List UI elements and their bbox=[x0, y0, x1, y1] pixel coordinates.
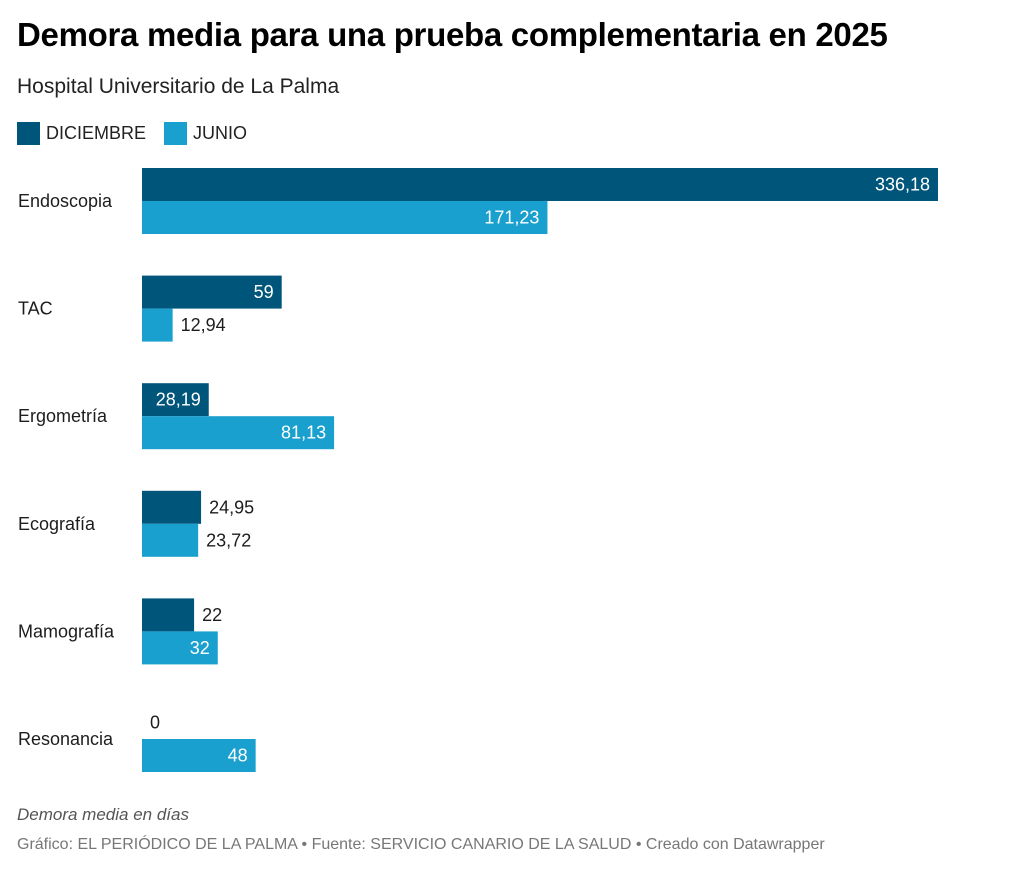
bar-junio bbox=[142, 523, 199, 557]
bar-diciembre bbox=[142, 490, 202, 524]
bar-junio bbox=[142, 308, 173, 342]
legend-swatch-junio bbox=[164, 122, 188, 145]
value-label: 22 bbox=[202, 605, 222, 625]
value-label: 23,72 bbox=[206, 530, 251, 550]
bar-junio bbox=[142, 739, 256, 772]
legend-swatch-diciembre bbox=[17, 122, 40, 145]
legend-item-junio: JUNIO bbox=[164, 122, 247, 145]
legend-label-diciembre: DICIEMBRE bbox=[46, 123, 147, 143]
value-label: 12,94 bbox=[181, 315, 226, 335]
category-label: Mamografía bbox=[18, 621, 115, 641]
category-label: Ergometría bbox=[18, 406, 108, 426]
bar-junio bbox=[142, 201, 548, 234]
chart-notes: Demora media en días bbox=[17, 805, 189, 824]
value-label: 32 bbox=[190, 638, 210, 658]
category-label: Endoscopia bbox=[18, 191, 113, 211]
value-label: 0 bbox=[150, 713, 160, 733]
chart-title: Demora media para una prueba complementa… bbox=[17, 16, 888, 53]
category-label: Resonancia bbox=[18, 729, 114, 749]
value-label: 336,18 bbox=[875, 175, 930, 195]
value-label: 81,13 bbox=[281, 423, 326, 443]
chart-subtitle: Hospital Universitario de La Palma bbox=[17, 75, 340, 98]
bar-diciembre bbox=[142, 383, 209, 417]
value-label: 171,23 bbox=[484, 208, 539, 228]
bar-diciembre bbox=[142, 168, 938, 201]
legend: DICIEMBRE JUNIO bbox=[17, 122, 265, 145]
bar-junio bbox=[142, 416, 335, 450]
value-label: 24,95 bbox=[209, 497, 254, 517]
value-label: 59 bbox=[254, 282, 274, 302]
value-label: 28,19 bbox=[156, 390, 201, 410]
bar-diciembre bbox=[142, 275, 282, 309]
bar-diciembre bbox=[142, 598, 195, 632]
legend-item-diciembre: DICIEMBRE bbox=[17, 122, 146, 145]
chart-footer: Gráfico: EL PERIÓDICO DE LA PALMA • Fuen… bbox=[17, 836, 825, 853]
bar-chart: Endoscopia 336,18 171,23 TAC 59 12,94 Ergometr… bbox=[18, 168, 938, 772]
legend-label-junio: JUNIO bbox=[193, 123, 248, 143]
category-label: Ecografía bbox=[18, 514, 96, 534]
bar-junio bbox=[142, 631, 218, 665]
value-label: 48 bbox=[228, 746, 248, 766]
category-label: TAC bbox=[18, 299, 53, 319]
